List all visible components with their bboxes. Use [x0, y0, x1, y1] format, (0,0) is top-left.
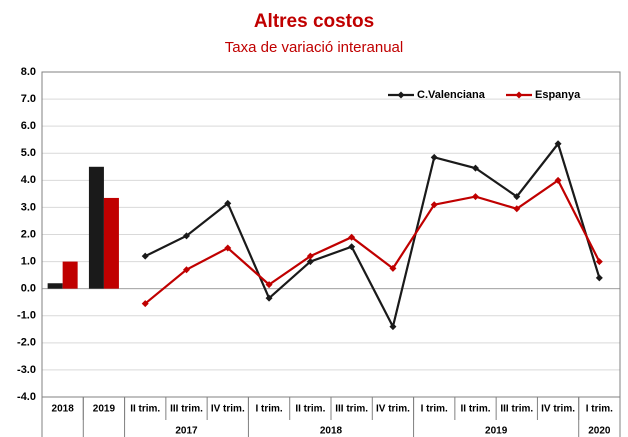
- x-tick-label: 2018: [52, 404, 75, 415]
- x-tick-label: III trim.: [500, 404, 533, 415]
- x-tick-label: II trim.: [460, 404, 490, 415]
- x-tick-label: I trim.: [421, 404, 448, 415]
- y-tick-label: 0.0: [21, 283, 36, 295]
- y-tick-label: 3.0: [21, 201, 36, 213]
- marker: [389, 264, 397, 272]
- marker: [224, 199, 232, 207]
- y-tick-label: -4.0: [17, 391, 36, 403]
- x-tick-label: II trim.: [130, 404, 160, 415]
- bar: [62, 261, 78, 289]
- legend-label: Espanya: [535, 89, 581, 101]
- marker: [513, 193, 521, 201]
- y-tick-label: 5.0: [21, 147, 36, 159]
- line: [144, 141, 601, 330]
- y-tick-label: 4.0: [21, 174, 36, 186]
- marker: [430, 153, 438, 161]
- marker: [472, 193, 479, 201]
- x-tick-label: III trim.: [335, 404, 368, 415]
- marker: [430, 201, 438, 209]
- group-label: 2020: [588, 426, 611, 437]
- group-label: 2017: [175, 426, 198, 437]
- marker: [513, 205, 521, 213]
- legend-label: C.Valenciana: [417, 89, 486, 101]
- chart-title: Altres costos: [254, 11, 374, 32]
- x-tick-label: IV trim.: [541, 404, 575, 415]
- chart-subtitle: Taxa de variació interanual: [225, 39, 403, 56]
- y-tick-label: 8.0: [21, 66, 36, 78]
- marker: [265, 281, 273, 289]
- marker: [183, 266, 190, 274]
- marker: [595, 258, 603, 266]
- x-tick-label: I trim.: [255, 404, 282, 415]
- legend-marker: [515, 91, 523, 99]
- x-tick-label: I trim.: [586, 404, 613, 415]
- marker: [306, 258, 314, 266]
- marker: [141, 252, 149, 260]
- y-tick-label: -2.0: [17, 337, 36, 349]
- marker: [554, 176, 562, 184]
- line: [144, 178, 601, 305]
- marker: [348, 243, 356, 251]
- group-label: 2019: [485, 426, 508, 437]
- bar: [103, 197, 119, 289]
- x-tick-label: 2019: [93, 404, 116, 415]
- marker: [224, 244, 232, 252]
- marker: [141, 300, 149, 308]
- x-tick-label: IV trim.: [376, 404, 410, 415]
- y-tick-label: -1.0: [17, 310, 36, 322]
- y-tick-label: 7.0: [21, 93, 36, 105]
- marker: [389, 323, 397, 331]
- marker: [554, 140, 562, 148]
- bar: [88, 166, 104, 289]
- marker: [472, 164, 479, 172]
- y-tick-label: 6.0: [21, 120, 36, 132]
- y-tick-label: 2.0: [21, 228, 36, 240]
- x-tick-label: II trim.: [295, 404, 325, 415]
- marker: [348, 233, 356, 241]
- marker: [183, 232, 190, 240]
- marker: [306, 252, 314, 260]
- group-label: 2018: [320, 426, 343, 437]
- y-tick-label: -3.0: [17, 364, 36, 376]
- x-tick-label: IV trim.: [211, 404, 245, 415]
- legend-marker: [397, 91, 405, 99]
- x-tick-label: III trim.: [170, 404, 203, 415]
- bar: [47, 283, 63, 289]
- marker: [265, 294, 273, 302]
- y-tick-label: 1.0: [21, 255, 36, 267]
- marker: [595, 274, 603, 282]
